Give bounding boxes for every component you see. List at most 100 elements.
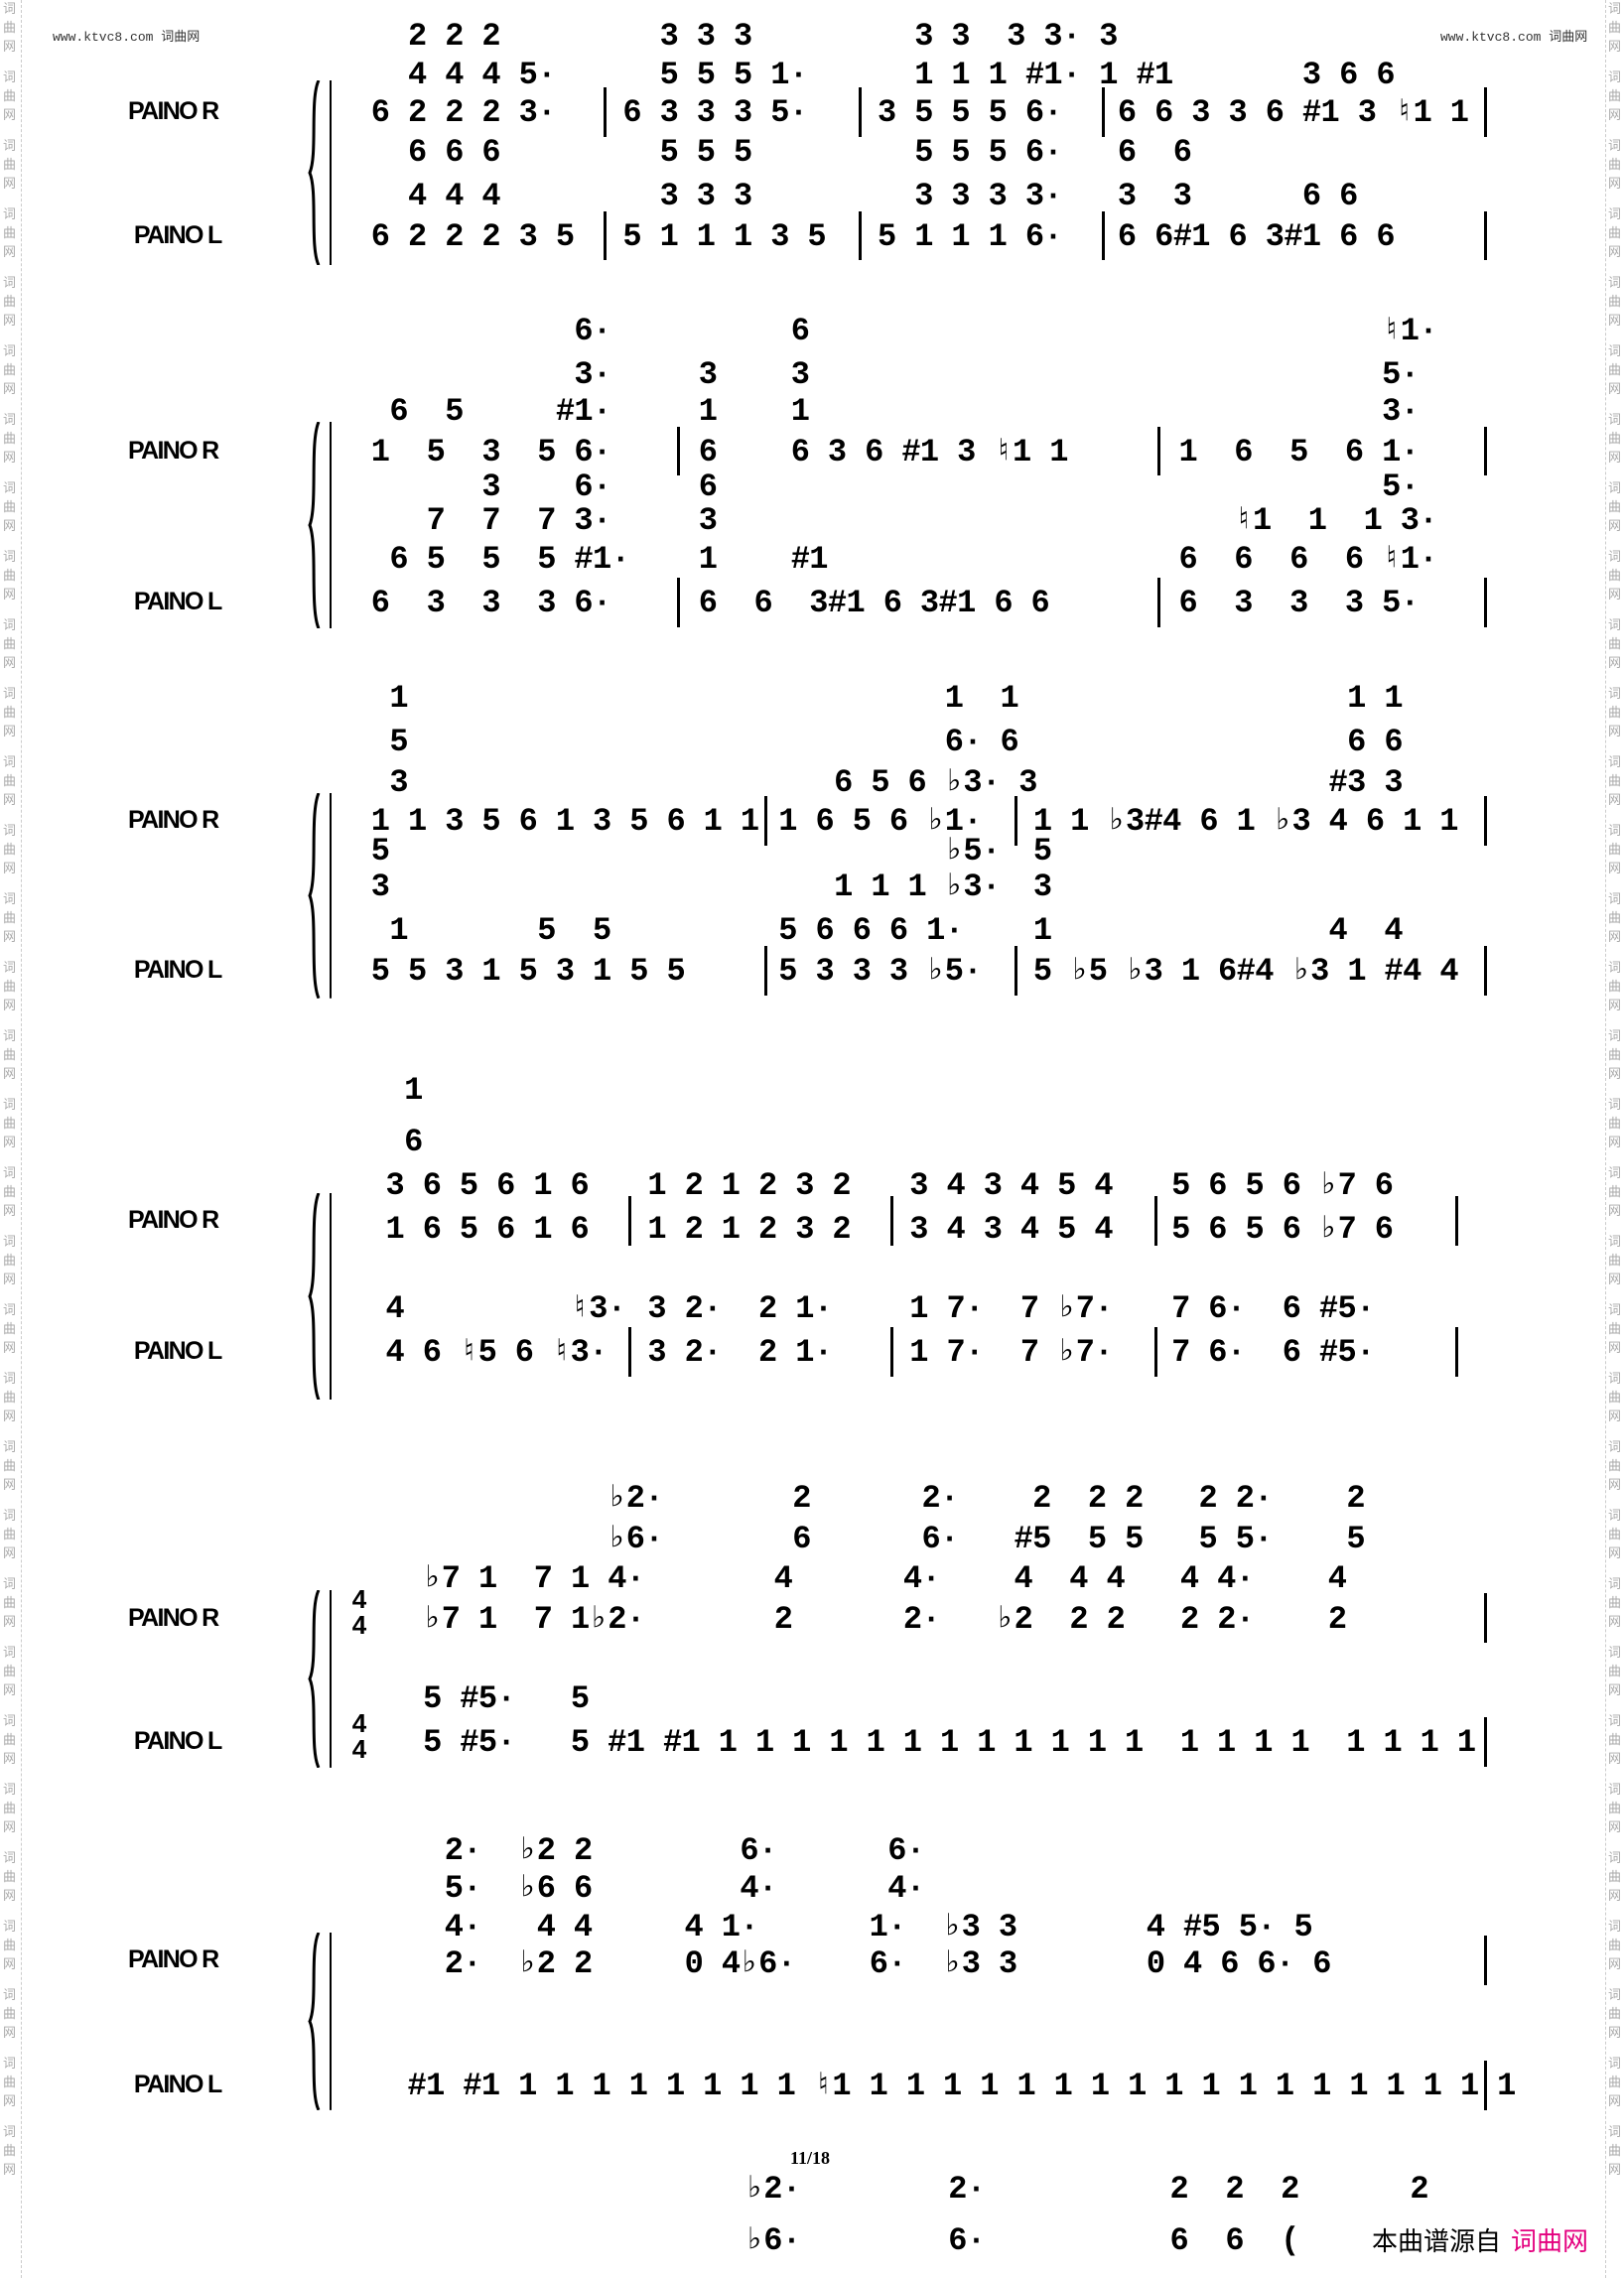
watermark-text: 词 曲 网 [3,70,17,123]
note-row: 5 1 1 1 3 5 [622,217,827,255]
note-row: 1 1 [778,679,1019,717]
barline [1014,795,1017,846]
note-row: 5 1 1 1 6· [878,217,1063,255]
barline [890,1196,894,1246]
staff-label-left: PAINO L [133,1727,222,1756]
watermark-text: 词 曲 网 [1608,2,1622,55]
time-sig-bottom: 4 [351,1610,367,1640]
end-barline [1484,87,1488,137]
note-row: #3 3 [1032,763,1404,801]
note-row: 5 [370,832,390,870]
watermark-text: 词 曲 网 [3,1098,17,1150]
note-row: 7 6· 6 #5· [1171,1290,1375,1328]
note-row: 4 ♮3· [385,1290,627,1328]
watermark-text: 词 曲 网 [1608,2125,1622,2178]
note-row: 1 1 1 ♭3· [778,869,1001,906]
end-barline [1484,945,1488,996]
note-row: 3 [698,501,718,539]
note-row: 5 6 5 6 ♭7 6 [1171,1166,1394,1204]
note-row: ♭2· 2 2· 2 2 2 2 2· 2 [404,1479,1365,1517]
left-watermark: 词 曲 网词 曲 网词 曲 网词 曲 网词 曲 网词 曲 网词 曲 网词 曲 网… [3,0,19,2192]
watermark-text: 词 曲 网 [1608,1783,1622,1835]
end-barline [1484,426,1488,476]
note-row: 5 3 3 3 ♭5· [778,953,982,991]
note-row: 7 7 7 3· [370,501,612,539]
note-row: 1 6 5 6 1· [1178,433,1420,470]
note-row: 3 2· 2 1· [647,1290,833,1328]
site-url-left: www.ktvc8.com 词曲网 [53,30,201,45]
watermark-text: 词 曲 网 [1608,1098,1622,1150]
watermark-text: 词 曲 网 [1608,1509,1622,1561]
watermark-text: 词 曲 网 [3,2,17,55]
note-row: 5 #5· 5 #1 #1 1 1 1 1 1 1 1 1 1 1 1 1 1 … [404,1724,1476,1762]
end-barline [1484,1935,1488,1985]
barline [676,426,680,476]
note-row: 1 1 1 #1· 1 #1 [878,57,1173,94]
note-row: 4 4 4 5· [370,57,556,94]
watermark-text: 词 曲 网 [1608,413,1622,466]
watermark-text: 词 曲 网 [1608,892,1622,945]
note-row: 3 3 [698,356,810,394]
watermark-text: 词 曲 网 [1608,824,1622,876]
watermark-text: 词 曲 网 [3,1303,17,1356]
note-row: 3 [370,869,390,906]
time-sig-top: 4 [351,1708,367,1738]
barline [1156,578,1160,627]
note-row: 6 5 6 ♭3· 3 [778,763,1037,801]
watermark-text: 词 曲 网 [3,1783,17,1835]
note-row: 3 6 6 [1117,57,1396,94]
note-row: 1 1 ♭3#4 6 1 ♭3 4 6 1 1 [1032,803,1459,841]
note-row: 4· 4 4 4 1· 1· ♭3 3 4 #5 5· 5 [407,1909,1313,1946]
barline [628,1196,632,1246]
staff-label-left: PAINO L [133,2071,222,2099]
barline [604,87,608,137]
note-row: 5 ♭5 ♭3 1 6#4 ♭3 1 #4 4 [1032,953,1459,991]
staff-label-left: PAINO L [133,956,222,985]
end-barline [1484,210,1488,261]
note-row: 1 2 1 2 3 2 [647,1210,852,1248]
barline [763,795,767,846]
staff-brace [308,793,332,999]
note-row: 3· [370,356,611,394]
end-barline [1484,795,1488,846]
note-row: 2 2 2 [370,17,501,55]
watermark-text: 词 曲 网 [1608,1577,1622,1630]
staff-brace [308,1932,332,2110]
staff-label-left: PAINO L [133,220,222,249]
right-watermark: 词 曲 网词 曲 网词 曲 网词 曲 网词 曲 网词 曲 网词 曲 网词 曲 网… [1608,0,1624,2192]
watermark-text: 词 曲 网 [3,1440,17,1493]
time-sig-bottom: 4 [351,1734,367,1764]
watermark-text: 词 曲 网 [1608,1235,1622,1287]
end-barline [1455,1327,1458,1377]
note-row: 3· [1178,392,1420,430]
note-row: 1 6 5 6 ♭1· [778,803,982,841]
watermark-text: 词 曲 网 [3,1714,17,1767]
watermark-text: 词 曲 网 [1608,481,1622,534]
note-row: 6 3 3 3 5· [622,94,808,132]
note-row: 6 5 5 5 #1· [370,541,630,579]
right-margin-line [1605,0,1606,2278]
watermark-text: 词 曲 网 [3,961,17,1013]
end-barline [1455,1196,1458,1246]
staff-label-right: PAINO R [128,97,219,126]
watermark-text: 词 曲 网 [3,344,17,397]
staff-label-left: PAINO L [133,1337,222,1366]
watermark-text: 词 曲 网 [3,1509,17,1561]
note-row: 6 2 2 2 3· [370,94,557,132]
note-row: #1 #1 1 1 1 1 1 1 1 1 ♮1 1 1 1 1 1 1 1 1… [407,2068,1517,2105]
note-row: ♭7 1 7 1♭2· 2 2· ♭2 2 2 2 2· 2 [404,1600,1347,1638]
note-row: 5 #5· 5 [404,1680,590,1718]
footer-site-link[interactable]: 词曲网 [1511,2227,1589,2257]
watermark-text: 词 曲 网 [1608,961,1622,1013]
staff-label-left: PAINO L [133,588,222,616]
note-row: ♮1· [1178,313,1438,350]
note-row: 3 6· [370,469,611,506]
left-margin-line [21,0,22,2278]
note-row: 6 6 [1032,723,1403,760]
watermark-text: 词 曲 网 [1608,687,1622,739]
note-row: 1 1 [1032,679,1403,717]
note-row: 6 6 6 6 ♮1· [1178,541,1438,579]
note-row: 3 3 6 6 [1117,177,1358,214]
note-row: 3 3 3 3· 3 [878,17,1118,55]
watermark-text: 词 曲 网 [3,481,17,534]
